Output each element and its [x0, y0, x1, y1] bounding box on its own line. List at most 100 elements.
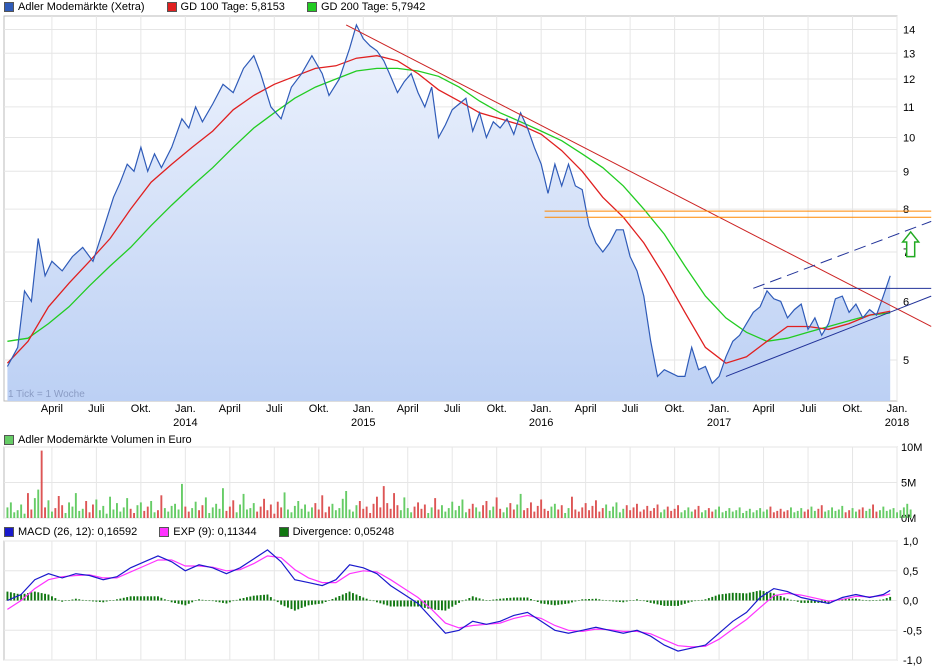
divergence-bar — [78, 599, 81, 601]
divergence-bar — [509, 597, 512, 601]
divergence-bar — [187, 600, 190, 604]
volume-bar — [379, 507, 382, 518]
divergence-bar — [68, 600, 70, 601]
divergence-bar — [317, 600, 320, 604]
divergence-bar — [129, 596, 132, 601]
volume-bar — [475, 507, 478, 518]
divergence-bar — [506, 598, 508, 601]
volume-bar — [612, 506, 614, 518]
divergence-bar — [526, 597, 529, 601]
legend-label: Adler Modemärkte (Xetra) — [18, 1, 145, 13]
divergence-bar — [547, 600, 549, 605]
volume-bar — [20, 504, 23, 518]
volume-bar — [74, 493, 77, 518]
divergence-bar — [543, 600, 546, 604]
volume-bar — [488, 510, 491, 518]
volume-bar — [530, 502, 532, 518]
volume-bar — [766, 509, 768, 518]
x-tick-year: 2016 — [529, 417, 553, 429]
volume-bar — [598, 511, 601, 518]
volume-bar — [861, 507, 864, 518]
divergence-bar — [126, 597, 129, 601]
price-line — [6, 23, 891, 385]
divergence-bar — [577, 600, 580, 601]
volume-bar — [406, 508, 409, 518]
volume-bar — [677, 505, 679, 518]
volume-bar — [865, 510, 868, 518]
divergence-bar — [430, 600, 433, 610]
divergence-bar — [102, 600, 105, 603]
price-y-tick: 6 — [903, 296, 909, 308]
volume-bar — [831, 507, 833, 518]
volume-bar — [755, 510, 758, 518]
divergence-bar — [813, 600, 816, 603]
divergence-bar — [879, 599, 881, 601]
volume-bar — [714, 509, 717, 518]
volume-bar — [485, 501, 488, 518]
volume-bar — [225, 510, 228, 518]
x-tick-label: Juli — [444, 403, 461, 415]
legend-swatch — [166, 2, 177, 12]
legend-swatch — [159, 527, 170, 537]
volume-bar — [673, 508, 676, 518]
volume-bar — [458, 505, 460, 518]
volume-bar — [872, 504, 874, 518]
volume-bar — [314, 503, 317, 518]
volume-bar — [526, 508, 529, 518]
divergence-bar — [855, 598, 857, 601]
divergence-bar — [13, 593, 16, 601]
volume-bar — [105, 513, 108, 518]
divergence-bar — [642, 600, 645, 602]
volume-bar — [625, 505, 628, 518]
divergence-bar — [553, 600, 556, 606]
volume-bar — [772, 512, 775, 518]
divergence-bar — [793, 600, 796, 601]
volume-bar — [396, 505, 399, 518]
volume-bar — [146, 506, 149, 518]
divergence-bar — [338, 596, 341, 601]
volume-bar — [653, 508, 655, 518]
divergence-bar — [218, 600, 221, 603]
volume-bar — [160, 495, 163, 518]
divergence-bar — [810, 600, 813, 603]
volume-y-tick: 10M — [901, 442, 922, 454]
divergence-bar — [748, 592, 751, 601]
divergence-bar — [355, 594, 358, 601]
divergence-bar — [721, 594, 724, 601]
divergence-bar — [649, 600, 652, 603]
volume-bar — [317, 509, 320, 518]
volume-bar — [495, 497, 498, 518]
x-tick-label: Okt. — [842, 403, 862, 415]
divergence-bar — [263, 594, 265, 601]
volume-bar — [122, 507, 125, 518]
volume-bar — [783, 511, 786, 518]
divergence-bar — [646, 600, 649, 602]
divergence-bar — [865, 600, 868, 601]
volume-bar — [670, 510, 673, 518]
divergence-bar — [139, 596, 142, 601]
divergence-bar — [235, 599, 238, 601]
volume-bar — [468, 508, 471, 518]
divergence-bar — [683, 600, 686, 604]
divergence-bar — [636, 599, 638, 601]
x-tick-label: April — [575, 403, 597, 415]
volume-bar — [27, 493, 29, 518]
divergence-bar — [622, 600, 625, 603]
divergence-bar — [259, 595, 262, 601]
divergence-bar — [536, 600, 539, 602]
divergence-bar — [389, 600, 392, 607]
divergence-bar — [71, 599, 74, 601]
divergence-bar — [393, 600, 395, 607]
divergence-bar — [697, 600, 700, 601]
volume-bar — [577, 511, 580, 518]
legend-item: Adler Modemärkte (Xetra) — [4, 1, 145, 13]
volume-bar — [51, 511, 53, 518]
divergence-bar — [488, 600, 491, 601]
legend-label: EXP (9): 0,11344 — [173, 526, 257, 538]
divergence-bar — [451, 600, 454, 607]
volume-bar — [37, 489, 40, 518]
divergence-bar — [143, 596, 146, 601]
red-trendline — [345, 24, 932, 327]
volume-bar — [338, 508, 341, 518]
volume-bar — [899, 510, 902, 518]
